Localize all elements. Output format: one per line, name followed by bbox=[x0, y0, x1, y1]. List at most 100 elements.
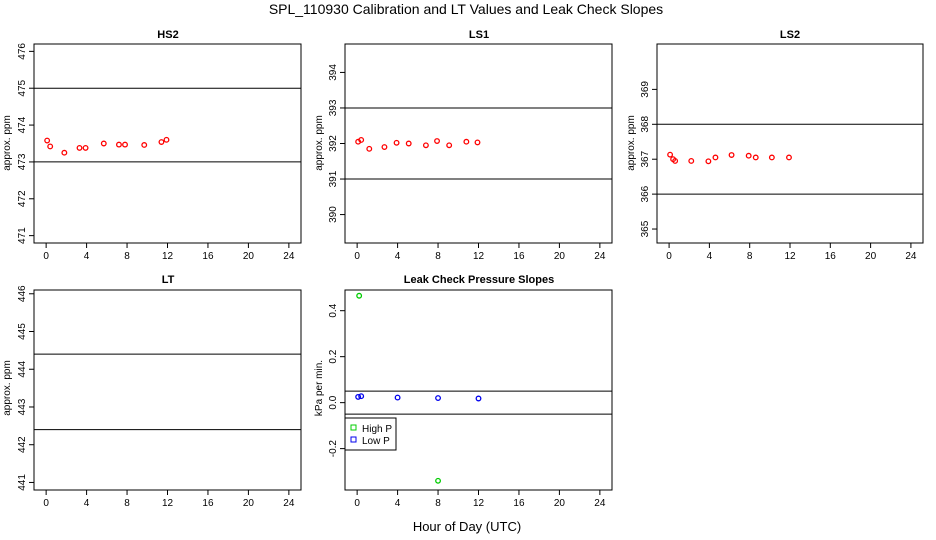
y-tick-label: 390 bbox=[328, 206, 339, 223]
y-tick-label: 393 bbox=[328, 99, 339, 116]
x-tick-label: 24 bbox=[905, 251, 917, 262]
data-point bbox=[435, 395, 441, 401]
y-tick-label: -0.2 bbox=[328, 440, 339, 458]
data-point bbox=[122, 141, 128, 148]
data-point bbox=[355, 393, 362, 400]
panel-title-ls1: LS1 bbox=[469, 29, 489, 41]
y-tick-label: 369 bbox=[640, 81, 651, 98]
panel-title-hs2: HS2 bbox=[157, 29, 178, 41]
x-tick-label: 8 bbox=[124, 251, 130, 262]
panel-lt: LT approx. ppm bbox=[2, 274, 175, 416]
x-tick-label: 8 bbox=[435, 498, 441, 509]
x-tick-label: 24 bbox=[594, 498, 606, 509]
x-tick-label: 24 bbox=[594, 251, 606, 262]
y-tick-label: 476 bbox=[17, 43, 28, 60]
data-point bbox=[752, 154, 759, 161]
x-tick-label: 0 bbox=[43, 251, 49, 262]
y-tick-label: 441 bbox=[17, 474, 28, 491]
y-tick-label: 394 bbox=[328, 64, 339, 81]
data-point bbox=[44, 137, 51, 144]
x-tick-label: 8 bbox=[124, 498, 130, 509]
ylabel-leak-check: kPa per min. bbox=[314, 360, 325, 416]
y-tick-label: 0.2 bbox=[328, 349, 339, 363]
x-tick-label: 16 bbox=[202, 498, 214, 509]
x-tick-label: 8 bbox=[747, 251, 753, 262]
data-point bbox=[422, 142, 429, 149]
data-point bbox=[47, 143, 54, 150]
panel-ls2: LS2 approx. ppm bbox=[626, 29, 800, 171]
figure-title: SPL_110930 Calibration and LT Values and… bbox=[269, 1, 663, 17]
y-tick-label: 0.0 bbox=[328, 395, 339, 409]
plot-ls1: 0 4 8 12 16 20 24 390 391 392 393 394 bbox=[328, 43, 613, 262]
x-tick-label: 12 bbox=[473, 498, 485, 509]
data-point bbox=[405, 140, 412, 147]
y-tick-label: 442 bbox=[17, 436, 28, 453]
x-tick-label: 4 bbox=[84, 251, 90, 262]
data-point bbox=[712, 154, 719, 161]
y-tick-label: 446 bbox=[17, 285, 28, 302]
legend-label-high-p: High P bbox=[362, 424, 392, 435]
data-point bbox=[688, 158, 695, 164]
panel-title-lt: LT bbox=[162, 274, 175, 286]
x-tick-label: 4 bbox=[84, 498, 90, 509]
x-tick-label: 16 bbox=[513, 498, 525, 509]
x-tick-label: 4 bbox=[707, 251, 713, 262]
ylabel-hs2: approx. ppm bbox=[2, 115, 13, 171]
x-tick-label: 20 bbox=[554, 251, 566, 262]
plot-frame-leak-check bbox=[344, 289, 613, 491]
x-tick-label: 12 bbox=[473, 251, 485, 262]
plot-hs2: 0 4 8 12 16 20 24 471 472 473 474 475 476 bbox=[17, 43, 302, 262]
plot-frame-ls1 bbox=[344, 43, 613, 244]
data-point bbox=[82, 144, 89, 151]
data-point bbox=[463, 138, 470, 145]
panel-title-ls2: LS2 bbox=[780, 29, 800, 41]
panel-leak-check: Leak Check Pressure Slopes kPa per min. … bbox=[314, 274, 554, 451]
plot-lt: 0 4 8 12 16 20 24 441 442 443 444 445 446 bbox=[17, 285, 302, 509]
y-tick-label: 444 bbox=[17, 360, 28, 377]
x-axis-label: Hour of Day (UTC) bbox=[413, 519, 521, 534]
x-tick-label: 0 bbox=[354, 251, 360, 262]
x-tick-label: 20 bbox=[243, 251, 255, 262]
data-point bbox=[100, 140, 107, 147]
data-point bbox=[141, 142, 148, 148]
data-point bbox=[366, 145, 373, 152]
data-point bbox=[356, 292, 363, 299]
x-tick-label: 0 bbox=[354, 498, 360, 509]
x-tick-label: 24 bbox=[283, 251, 295, 262]
y-tick-label: 473 bbox=[17, 153, 28, 170]
y-tick-label: 366 bbox=[640, 185, 651, 202]
x-tick-label: 16 bbox=[825, 251, 837, 262]
legend-marker-high-p bbox=[350, 424, 357, 431]
ylabel-ls1: approx. ppm bbox=[314, 115, 325, 171]
y-tick-label: 472 bbox=[17, 190, 28, 207]
y-tick-label: 445 bbox=[17, 323, 28, 340]
legend-label-low-p: Low P bbox=[362, 436, 390, 447]
y-tick-label: 367 bbox=[640, 150, 651, 167]
y-tick-label: 443 bbox=[17, 398, 28, 415]
panel-ls1: LS1 approx. ppm bbox=[314, 29, 489, 171]
x-tick-label: 24 bbox=[283, 498, 295, 509]
data-point bbox=[475, 395, 482, 402]
plot-ls2: 0 4 8 12 16 20 24 365 366 367 368 369 bbox=[640, 43, 924, 262]
data-point bbox=[745, 152, 752, 159]
y-tick-label: 475 bbox=[17, 79, 28, 96]
panel-title-leak-check: Leak Check Pressure Slopes bbox=[404, 274, 554, 286]
y-tick-label: 0.4 bbox=[328, 303, 339, 317]
y-tick-label: 368 bbox=[640, 116, 651, 133]
data-point bbox=[381, 144, 388, 151]
data-point bbox=[394, 394, 401, 401]
data-point bbox=[768, 154, 775, 161]
x-tick-label: 12 bbox=[162, 251, 174, 262]
x-tick-label: 8 bbox=[435, 251, 441, 262]
x-tick-label: 4 bbox=[395, 251, 401, 262]
legend-marker-low-p bbox=[350, 436, 357, 443]
data-point bbox=[786, 154, 792, 161]
data-point bbox=[76, 144, 83, 151]
x-tick-label: 20 bbox=[554, 498, 566, 509]
data-point bbox=[358, 393, 365, 400]
ylabel-lt: approx. ppm bbox=[2, 360, 13, 416]
x-tick-label: 0 bbox=[666, 251, 672, 262]
x-tick-label: 0 bbox=[43, 498, 49, 509]
plot-frame-ls2 bbox=[656, 43, 924, 244]
